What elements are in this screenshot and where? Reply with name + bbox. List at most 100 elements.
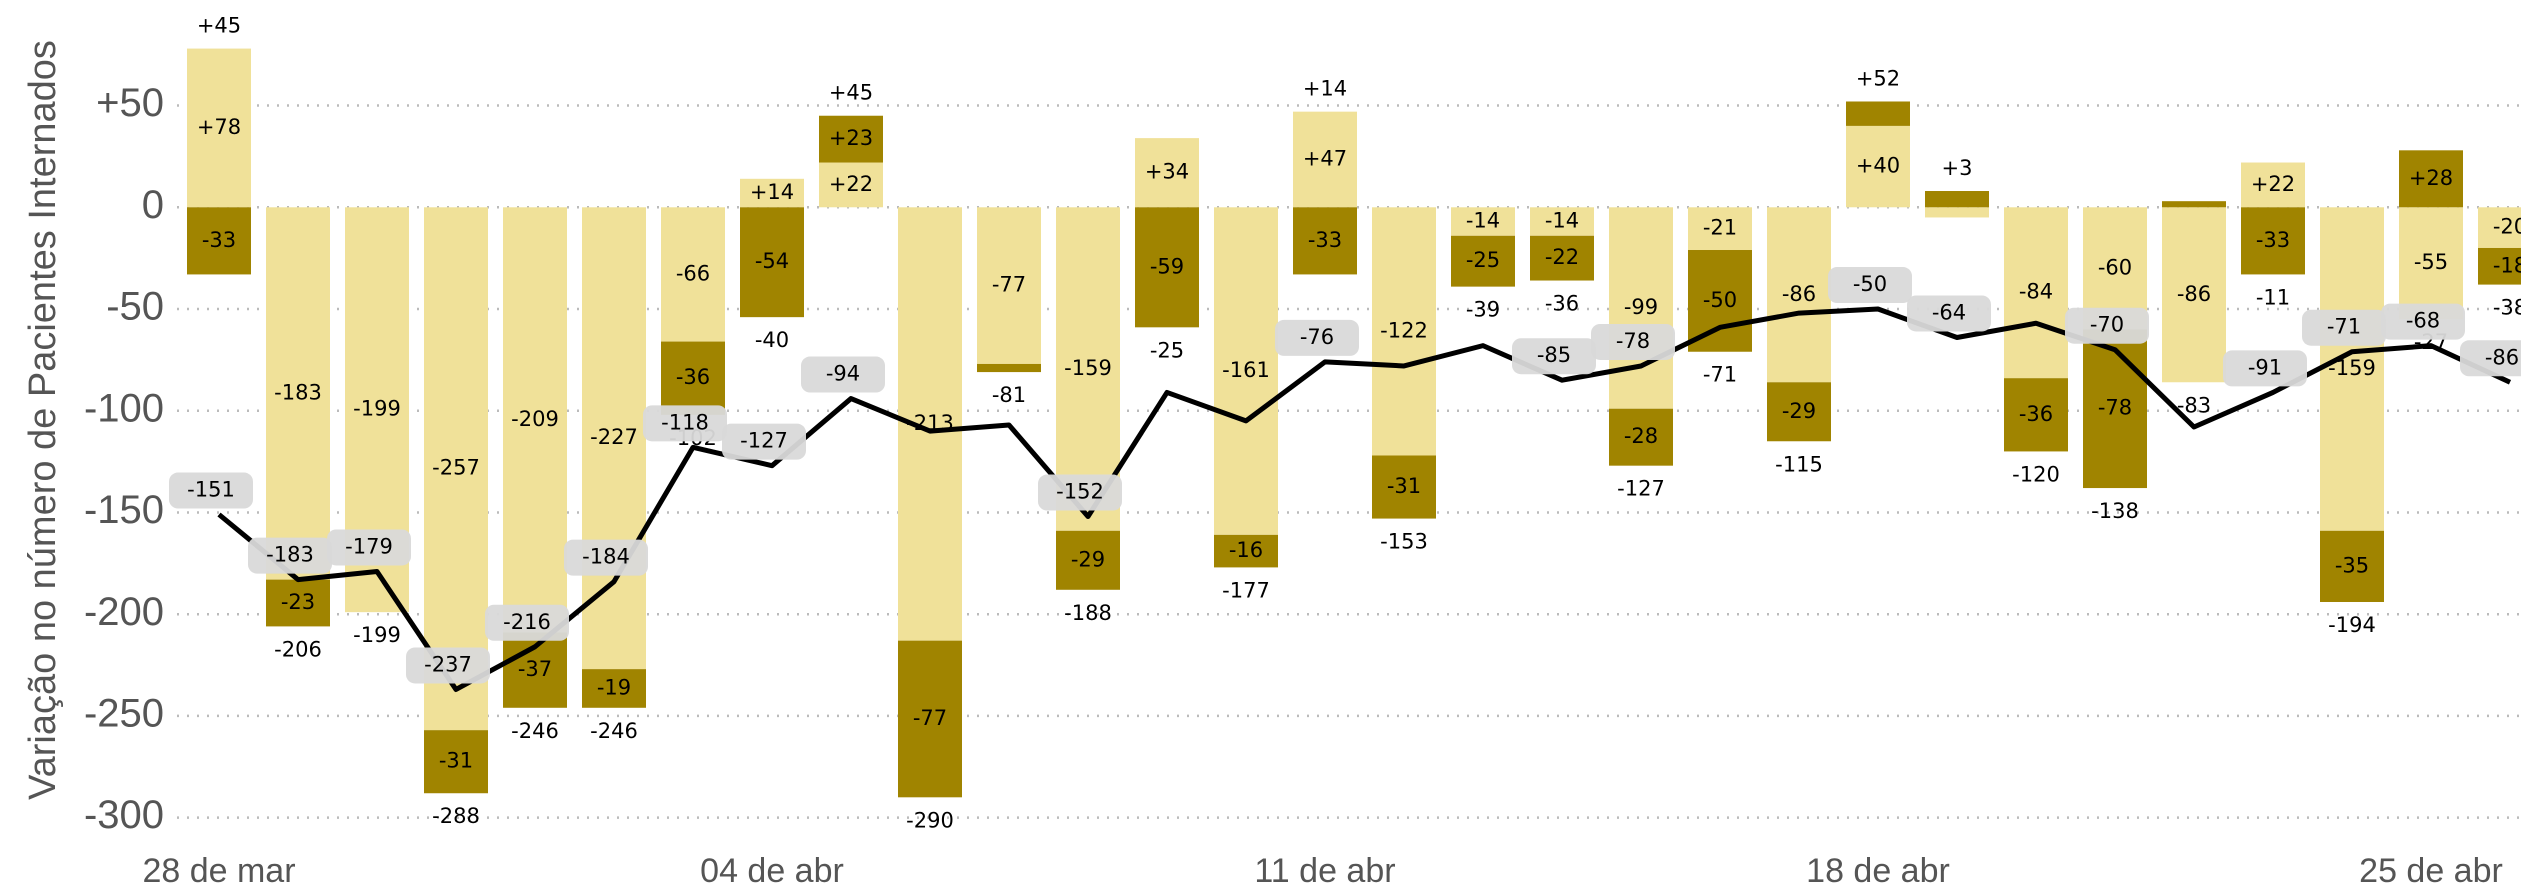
y-tick-label: -50 <box>106 285 164 329</box>
total-label: +3 <box>1942 156 1973 180</box>
bar-segment <box>1846 125 1910 208</box>
segment-label: -29 <box>1071 547 1105 571</box>
total-label: -120 <box>2012 462 2060 486</box>
line-label-box <box>1907 295 1991 332</box>
total-label: -40 <box>755 328 789 352</box>
bar-segment <box>2399 207 2463 320</box>
segment-label: -257 <box>432 456 480 480</box>
segment-label: +14 <box>750 180 794 204</box>
x-tick-label: 18 de abr <box>1806 852 1950 889</box>
segment-label: -36 <box>2019 402 2053 426</box>
bar-segment <box>2241 207 2305 275</box>
line-label-box <box>2381 303 2465 340</box>
x-tick-label: 25 de abr <box>2359 852 2503 889</box>
line-label-box <box>1512 338 1596 375</box>
bar-segment <box>1925 207 1989 218</box>
bar-segment <box>1451 207 1515 236</box>
bar-segment <box>2004 207 2068 379</box>
line-label: -127 <box>740 429 788 453</box>
line-label: -91 <box>2248 355 2282 379</box>
line-label: -118 <box>661 410 709 434</box>
segment-label: -19 <box>597 675 631 699</box>
x-tick-label: 28 de mar <box>142 852 295 889</box>
bar-segment <box>2478 207 2521 248</box>
segment-label: -122 <box>1380 318 1428 342</box>
bar-segment <box>1214 534 1278 568</box>
bar-segment <box>1214 207 1278 535</box>
total-label: -177 <box>1222 578 1270 602</box>
segment-label: -209 <box>511 407 559 431</box>
total-label: +45 <box>197 14 241 38</box>
bar-segment <box>1372 455 1436 519</box>
segment-label: -20 <box>2493 215 2521 239</box>
segment-label: -14 <box>1466 209 1500 233</box>
segment-label: -14 <box>1545 209 1579 233</box>
total-label: -36 <box>1545 292 1579 316</box>
line-label-box <box>722 423 806 460</box>
y-axis-label: Variação no número de Pacientes Internad… <box>22 40 64 800</box>
line-label-box <box>564 539 648 576</box>
segment-label: -23 <box>281 590 315 614</box>
segment-label: +23 <box>829 126 873 150</box>
bar-segment <box>424 207 488 731</box>
bar-segment <box>2241 162 2305 208</box>
bar-segment <box>1293 207 1357 275</box>
segment-label: -227 <box>590 425 638 449</box>
bar-segment <box>424 730 488 794</box>
segment-label: +34 <box>1145 160 1189 184</box>
line-label: -94 <box>826 362 860 386</box>
segment-label: -199 <box>353 397 401 421</box>
line-label-box <box>2302 309 2386 346</box>
line-label-box <box>1591 323 1675 360</box>
segment-label: +22 <box>829 172 873 196</box>
bar-segment <box>1846 101 1910 126</box>
line-label-box <box>406 647 490 684</box>
bar-segment <box>503 207 567 633</box>
y-tick-label: -200 <box>84 590 164 634</box>
line-label: -71 <box>2327 315 2361 339</box>
bar-segment <box>187 48 251 208</box>
bar-segment <box>1056 530 1120 590</box>
total-label: -290 <box>906 808 954 832</box>
segment-label: -159 <box>1064 356 1112 380</box>
total-label: -194 <box>2328 613 2376 637</box>
bar-segment <box>977 207 1041 364</box>
total-label: -153 <box>1380 530 1428 554</box>
y-tick-label: -250 <box>84 691 164 735</box>
x-tick-label: 04 de abr <box>700 852 844 889</box>
bar-segment <box>266 579 330 627</box>
line-label: -64 <box>1932 300 1966 324</box>
bar-segment <box>1451 235 1515 287</box>
segment-label: -77 <box>992 273 1026 297</box>
y-tick-label: -300 <box>84 793 164 837</box>
total-label: -115 <box>1775 452 1823 476</box>
total-label: -138 <box>2091 499 2139 523</box>
y-tick-label: -100 <box>84 386 164 430</box>
line <box>217 306 2512 692</box>
segment-label: -28 <box>1624 424 1658 448</box>
line-label-box <box>1275 319 1359 356</box>
segment-label: -78 <box>2098 396 2132 420</box>
line-label-box <box>801 356 885 393</box>
segment-label: +28 <box>2409 166 2453 190</box>
bar-segment <box>2478 247 2521 285</box>
line-label: -85 <box>1537 343 1571 367</box>
bar-segment <box>1688 207 1752 251</box>
bar-segment <box>1688 250 1752 352</box>
bar-segment <box>1609 207 1673 409</box>
segment-label: -66 <box>676 261 710 285</box>
total-label: -206 <box>274 637 322 661</box>
total-label: -81 <box>992 383 1026 407</box>
segment-label: -33 <box>202 228 236 252</box>
segment-label: -86 <box>2177 282 2211 306</box>
line-label: -76 <box>1300 325 1334 349</box>
segment-label: -29 <box>1782 399 1816 423</box>
bar-segment <box>266 207 330 580</box>
total-label: +52 <box>1856 66 1900 90</box>
total-label: -25 <box>1150 338 1184 362</box>
bar-segment <box>1530 235 1594 281</box>
line-label-box <box>2460 340 2521 377</box>
line-label: -68 <box>2406 309 2440 333</box>
segment-label: -33 <box>2256 228 2290 252</box>
